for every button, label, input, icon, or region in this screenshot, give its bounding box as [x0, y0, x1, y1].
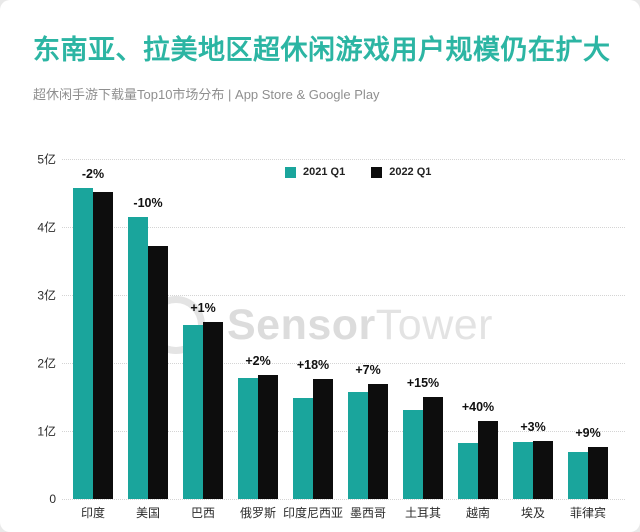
legend-swatch-icon — [285, 166, 296, 178]
change-label-cat1: -10% — [133, 195, 163, 210]
bar-series0-cat3 — [238, 377, 258, 499]
change-label-cat5: +7% — [355, 363, 381, 378]
x-axis-label-cat0: 印度 — [80, 506, 105, 520]
bar-series0-cat0 — [73, 188, 93, 499]
bar-series1-cat5 — [368, 384, 388, 499]
bar-series0-cat2 — [183, 324, 203, 499]
change-label-cat8: +3% — [520, 419, 546, 434]
y-axis-tick-label: 4亿 — [37, 220, 56, 235]
x-axis-label-cat4: 印度尼西亚 — [282, 506, 343, 520]
legend-swatch-icon — [371, 166, 383, 178]
y-axis-tick-label: 2亿 — [37, 356, 56, 371]
change-label-cat9: +9% — [575, 426, 601, 441]
y-axis-tick-label: 0 — [49, 492, 56, 506]
bar-series0-cat6 — [403, 409, 423, 499]
bar-series0-cat7 — [458, 443, 478, 499]
change-label-cat4: +18% — [296, 358, 330, 373]
bar-series0-cat4 — [293, 397, 313, 499]
x-axis-label-cat7: 越南 — [465, 506, 490, 520]
x-axis-label-cat2: 巴西 — [190, 506, 215, 520]
page-title: 东南亚、拉美地区超休闲游戏用户规模仍在扩大 — [33, 35, 611, 65]
change-label-cat3: +2% — [245, 354, 271, 369]
gridline-3 — [62, 295, 625, 296]
change-label-cat7: +40% — [461, 399, 495, 414]
change-label-cat6: +15% — [406, 376, 440, 390]
legend-label: 2021 Q1 — [303, 166, 346, 178]
sensortower-wordmark: SensorTower — [227, 300, 493, 349]
gridline-0 — [62, 499, 625, 500]
legend-item-1: 2022 Q1 — [371, 166, 431, 178]
legend-label: 2022 Q1 — [389, 166, 432, 178]
bar-series0-cat9 — [568, 452, 588, 499]
bar-series1-cat0 — [93, 192, 113, 499]
x-axis-label-cat8: 埃及 — [520, 506, 545, 520]
change-label-cat2: +1% — [190, 300, 216, 315]
bar-series1-cat9 — [588, 447, 608, 499]
x-axis-label-cat6: 土耳其 — [404, 506, 441, 520]
x-axis-label-cat5: 墨西哥 — [349, 506, 386, 520]
bar-series1-cat4 — [313, 379, 333, 499]
gridline-5 — [62, 159, 625, 160]
y-axis-tick-label: 5亿 — [37, 152, 56, 167]
gridline-1 — [62, 431, 625, 432]
gridline-2 — [62, 363, 625, 364]
bar-series1-cat7 — [478, 420, 498, 499]
y-axis-tick-label: 3亿 — [37, 288, 56, 303]
bar-series0-cat8 — [513, 441, 533, 499]
chart-legend: 2021 Q1 2022 Q1 — [285, 166, 431, 178]
gridline-4 — [62, 227, 625, 228]
bar-series0-cat1 — [128, 216, 148, 499]
bar-series0-cat5 — [348, 392, 368, 499]
y-axis-tick-label: 1亿 — [37, 424, 56, 439]
bar-series1-cat6 — [423, 397, 443, 499]
bar-series1-cat1 — [148, 246, 168, 499]
x-axis-label-cat3: 俄罗斯 — [239, 506, 276, 520]
bar-series1-cat8 — [533, 440, 553, 499]
change-label-cat0: -2% — [81, 167, 105, 182]
legend-item-0: 2021 Q1 — [285, 166, 345, 178]
bar-series1-cat3 — [258, 375, 278, 499]
bar-series1-cat2 — [203, 321, 223, 499]
chart-subtitle: 超休闲手游下载量Top10市场分布 | App Store & Google P… — [33, 87, 380, 102]
x-axis-label-cat9: 菲律宾 — [569, 506, 606, 520]
x-axis-label-cat1: 美国 — [135, 506, 160, 520]
